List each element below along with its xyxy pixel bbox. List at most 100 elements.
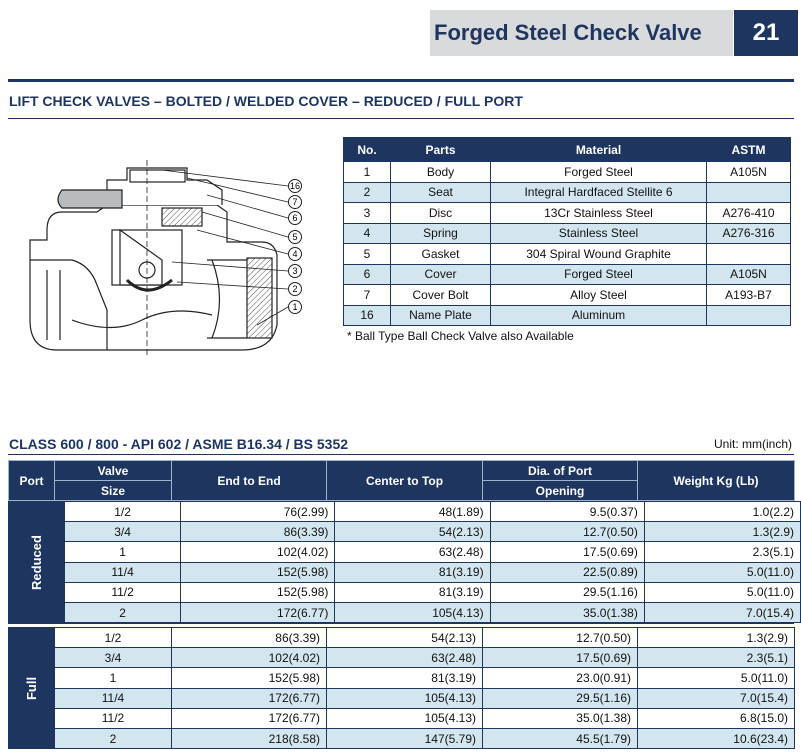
center-to-top: 63(2.48) xyxy=(334,541,491,563)
port-opening: 45.5(1.79) xyxy=(482,727,638,750)
end-to-end: 172(6.77) xyxy=(180,601,336,624)
end-to-end: 86(3.39) xyxy=(180,521,336,543)
valve-size: 1/2 xyxy=(63,500,182,523)
parts-row: 1 Body Forged Steel A105N xyxy=(343,161,791,183)
weight: 10.6(23.4) xyxy=(637,727,795,750)
table-row: 3/4 102(4.02) 63(2.48) 17.5(0.69) 2.3(5.1) xyxy=(9,647,795,669)
callout-16: 16 xyxy=(288,179,302,193)
class-title: CLASS 600 / 800 - API 602 / ASME B16.34 … xyxy=(9,436,349,452)
header-dia-port: Dia. of Port xyxy=(482,460,638,481)
callout-7: 7 xyxy=(288,195,302,209)
table-row: 3/4 86(3.39) 54(2.13) 12.7(0.50) 1.3(2.9) xyxy=(9,521,801,543)
center-to-top: 54(2.13) xyxy=(326,626,483,649)
part-material: Alloy Steel xyxy=(490,284,707,306)
center-to-top: 105(4.13) xyxy=(326,707,483,729)
parts-header-row: No. Parts Material ASTM xyxy=(343,137,791,162)
table-row: 11/2 152(5.98) 81(3.19) 29.5(1.16) 5.0(11.0) xyxy=(9,581,801,603)
header-valve: Valve xyxy=(54,460,172,481)
valve-size: 11/4 xyxy=(54,687,172,709)
header-rule xyxy=(8,79,794,82)
end-to-end: 102(4.02) xyxy=(171,647,327,669)
col-astm: ASTM xyxy=(706,137,791,162)
header-weight: Weight Kg (Lb) xyxy=(637,460,795,501)
port-opening: 29.5(1.16) xyxy=(482,687,638,709)
table-row: 2 218(8.58) 147(5.79) 45.5(1.79) 10.6(23.4) xyxy=(9,727,795,750)
end-to-end: 218(8.58) xyxy=(171,727,327,750)
weight: 5.0(11.0) xyxy=(643,561,801,583)
subtitle-rule xyxy=(8,118,794,119)
svg-text:1: 1 xyxy=(292,302,297,312)
svg-text:6: 6 xyxy=(292,213,297,223)
weight: 2.3(5.1) xyxy=(637,647,795,669)
part-no: 1 xyxy=(343,161,391,183)
port-opening: 9.5(0.37) xyxy=(489,500,645,523)
part-name: Cover Bolt xyxy=(390,284,491,306)
end-to-end: 76(2.99) xyxy=(180,500,336,523)
valve-size: 11/2 xyxy=(54,707,172,729)
part-name: Spring xyxy=(390,222,491,244)
end-to-end: 152(5.98) xyxy=(180,561,336,583)
part-no: 16 xyxy=(343,304,391,326)
port-opening: 17.5(0.69) xyxy=(482,647,638,669)
valve-size: 1 xyxy=(54,667,172,689)
part-astm: A276-316 xyxy=(706,222,791,244)
valve-cross-section-drawing: 16 7 6 5 4 3 2 1 xyxy=(29,160,302,355)
part-astm xyxy=(706,243,791,265)
port-opening: 12.7(0.50) xyxy=(482,626,638,649)
part-name: Name Plate xyxy=(390,304,491,326)
center-to-top: 54(2.13) xyxy=(334,521,491,543)
svg-text:7: 7 xyxy=(292,197,297,207)
weight: 6.8(15.0) xyxy=(637,707,795,729)
unit-label: Unit: mm(inch) xyxy=(713,437,792,451)
header-size: Size xyxy=(54,480,172,501)
callout-2: 2 xyxy=(288,282,302,296)
end-to-end: 152(5.98) xyxy=(171,667,327,689)
valve-size: 1/2 xyxy=(54,626,172,649)
port-opening: 35.0(1.38) xyxy=(482,707,638,729)
parts-row: 6 Cover Forged Steel A105N xyxy=(343,263,791,285)
weight: 1.3(2.9) xyxy=(637,626,795,649)
end-to-end: 102(4.02) xyxy=(180,541,336,563)
center-to-top: 63(2.48) xyxy=(326,647,483,669)
port-opening: 17.5(0.69) xyxy=(489,541,645,563)
center-to-top: 105(4.13) xyxy=(326,687,483,709)
full-port-label: Full xyxy=(8,626,55,750)
center-to-top: 81(3.19) xyxy=(326,667,483,689)
svg-text:5: 5 xyxy=(292,232,297,242)
part-no: 5 xyxy=(343,243,391,265)
svg-text:16: 16 xyxy=(290,181,300,191)
parts-row: 2 Seat Integral Hardfaced Stellite 6 xyxy=(343,181,791,203)
part-astm xyxy=(706,181,791,203)
part-material: Forged Steel xyxy=(490,161,707,183)
weight: 7.0(15.4) xyxy=(643,601,801,624)
header-end-to-end: End to End xyxy=(171,460,327,501)
part-material: 304 Spiral Wound Graphite xyxy=(490,243,707,265)
valve-size: 3/4 xyxy=(54,647,172,669)
table-row: 11/4 172(6.77) 105(4.13) 29.5(1.16) 7.0(15.4… xyxy=(9,687,795,709)
page-number: 21 xyxy=(734,10,798,56)
end-to-end: 86(3.39) xyxy=(171,626,327,649)
parts-table: No. Parts Material ASTM 1 Body Forged Stee… xyxy=(343,137,791,326)
part-no: 6 xyxy=(343,263,391,285)
col-no: No. xyxy=(343,137,391,162)
header-port: Port xyxy=(8,460,55,501)
reduced-port-label: Reduced xyxy=(8,500,65,624)
parts-row: 5 Gasket 304 Spiral Wound Graphite xyxy=(343,243,791,265)
port-opening: 29.5(1.16) xyxy=(489,581,645,603)
center-to-top: 147(5.79) xyxy=(326,727,483,750)
col-material: Material xyxy=(490,137,707,162)
weight: 1.0(2.2) xyxy=(643,500,801,523)
center-to-top: 81(3.19) xyxy=(334,561,491,583)
end-to-end: 152(5.98) xyxy=(180,581,336,603)
class-rule xyxy=(8,454,794,455)
part-astm: A276-410 xyxy=(706,202,791,224)
part-astm: A105N xyxy=(706,263,791,285)
part-name: Cover xyxy=(390,263,491,285)
table-row: Full 1/2 86(3.39) 54(2.13) 12.7(0.50) 1.3(2.9… xyxy=(8,626,795,750)
part-no: 3 xyxy=(343,202,391,224)
svg-text:3: 3 xyxy=(292,266,297,276)
table-row: 1 152(5.98) 81(3.19) 23.0(0.91) 5.0(11.0) xyxy=(9,667,795,689)
valve-size: 2 xyxy=(63,601,182,624)
valve-size: 11/2 xyxy=(63,581,182,603)
end-to-end: 172(6.77) xyxy=(171,687,327,709)
